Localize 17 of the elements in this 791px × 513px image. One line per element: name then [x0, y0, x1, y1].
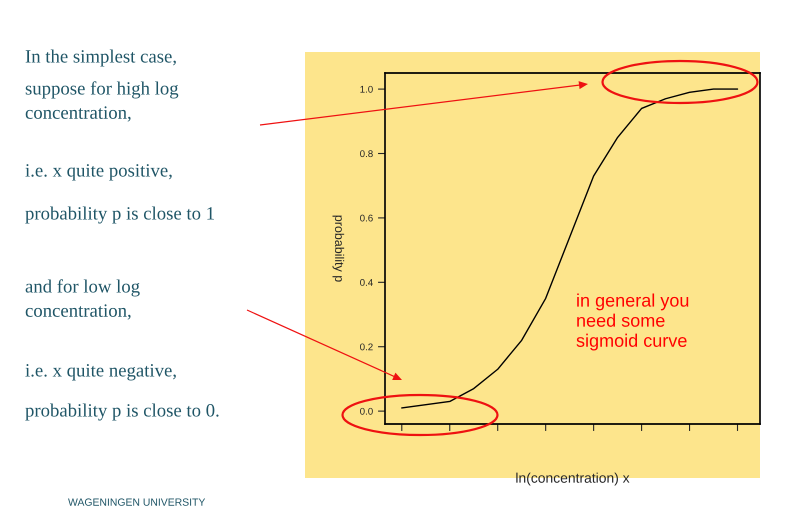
y-tick-label: 0.2 [360, 343, 373, 350]
annotation: in general you need some sigmoid curve [576, 293, 688, 351]
text: In the simplest case, [26, 50, 176, 66]
y-tick-label: 0.4 [360, 279, 373, 286]
text: probability p is close to 1 [25, 206, 214, 224]
y-tick-label: 1.0 [360, 86, 373, 93]
x-axis-title: ln(concentration) x [516, 472, 630, 486]
y-tick-label: 0.8 [360, 150, 373, 158]
text: WAGENINGEN UNIVERSITY [68, 498, 206, 506]
text: suppose for high log concentration, [26, 81, 178, 122]
y-axis-title: probability p [332, 216, 344, 282]
text: i.e. x quite negative, [25, 364, 176, 380]
y-tick-label: 0.0 [360, 408, 373, 415]
y-tick-label: 0.6 [360, 214, 373, 222]
text: probability p is close to 0. [25, 403, 219, 421]
text: and for low log concentration, [26, 279, 140, 320]
text: i.e. x quite positive, [25, 164, 172, 180]
